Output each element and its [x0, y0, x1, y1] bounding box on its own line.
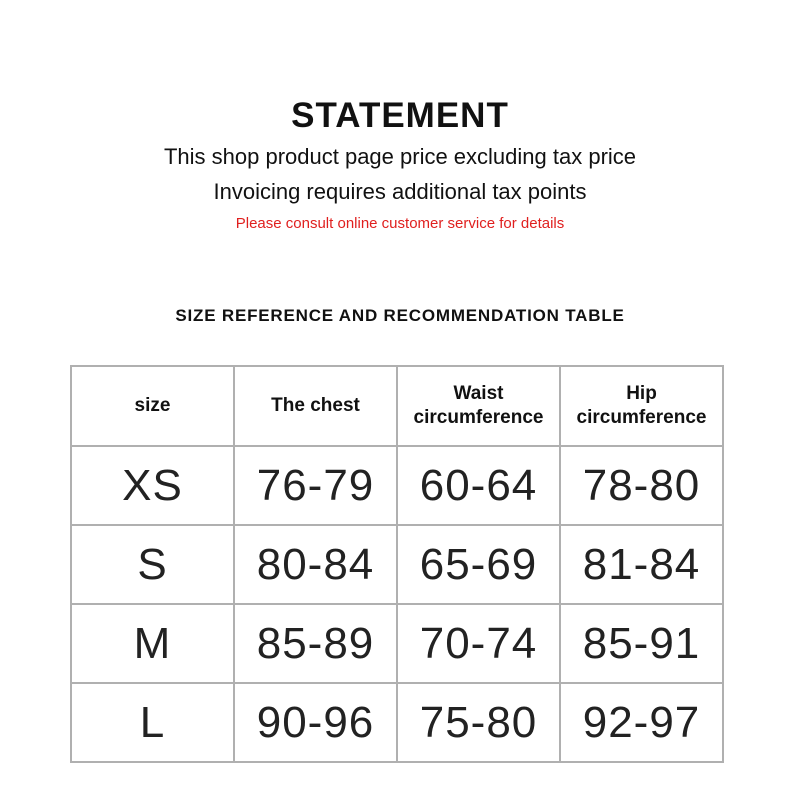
statement-line-2: Invoicing requires additional tax points [213, 179, 587, 204]
cell-hip: 78-80 [559, 445, 724, 526]
cell-size: XS [70, 445, 235, 526]
cell-hip: 81-84 [559, 524, 724, 605]
statement-line-1: This shop product page price excluding t… [163, 144, 637, 169]
table-row: S 80-84 65-69 81-84 [70, 524, 724, 605]
cell-chest: 76-79 [233, 445, 398, 526]
header-waist: Waist circumference [396, 365, 561, 447]
header-size: size [70, 365, 235, 447]
statement-notice: Please consult online customer service f… [235, 215, 565, 232]
table-row: L 90-96 75-80 92-97 [70, 682, 724, 763]
table-title: SIZE REFERENCE AND RECOMMENDATION TABLE [175, 306, 625, 325]
cell-chest: 90-96 [233, 682, 398, 763]
cell-waist: 75-80 [396, 682, 561, 763]
cell-size: S [70, 524, 235, 605]
cell-chest: 80-84 [233, 524, 398, 605]
table-header-row: size The chest Waist circumference Hip c… [70, 365, 724, 447]
cell-waist: 65-69 [396, 524, 561, 605]
cell-size: M [70, 603, 235, 684]
size-table: size The chest Waist circumference Hip c… [70, 365, 724, 763]
table-row: M 85-89 70-74 85-91 [70, 603, 724, 684]
cell-waist: 60-64 [396, 445, 561, 526]
header-hip: Hip circumference [559, 365, 724, 447]
cell-hip: 85-91 [559, 603, 724, 684]
cell-chest: 85-89 [233, 603, 398, 684]
cell-waist: 70-74 [396, 603, 561, 684]
table-row: XS 76-79 60-64 78-80 [70, 445, 724, 526]
cell-size: L [70, 682, 235, 763]
header-chest: The chest [233, 365, 398, 447]
cell-hip: 92-97 [559, 682, 724, 763]
statement-title: STATEMENT [291, 96, 509, 135]
